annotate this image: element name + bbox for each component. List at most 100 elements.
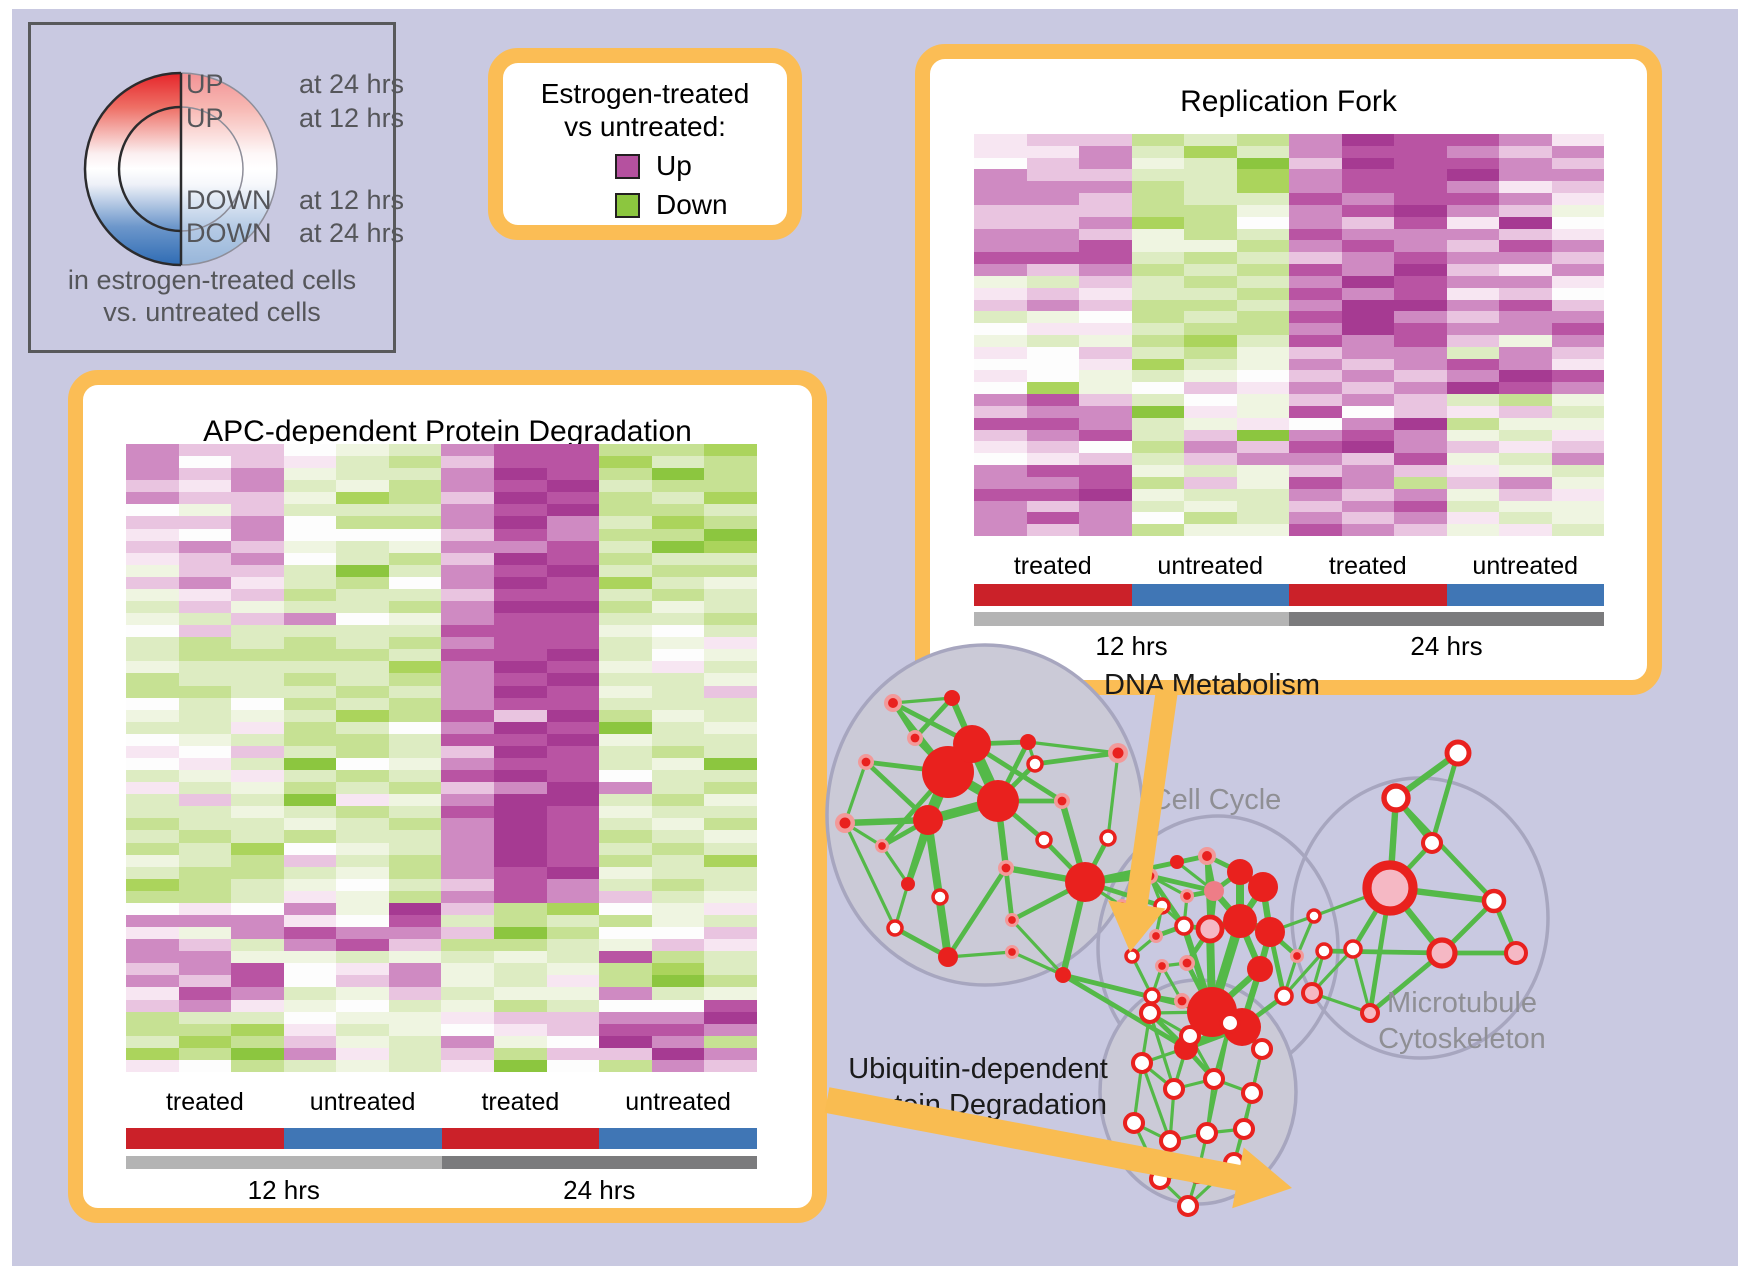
heatmap-cell xyxy=(1289,524,1342,536)
heatmap-cell xyxy=(441,854,495,867)
heatmap-cell xyxy=(704,902,757,915)
heatmap-cell xyxy=(1131,193,1184,205)
heatmap-cell xyxy=(546,794,600,807)
heatmap-cell xyxy=(441,806,495,819)
heatmap-cell xyxy=(336,915,389,928)
heatmap-cell xyxy=(651,902,705,915)
heatmap-cell xyxy=(126,758,179,771)
heatmap-cell xyxy=(546,1035,600,1048)
heatmap-cell xyxy=(651,890,705,903)
heatmap-cell xyxy=(1341,441,1394,454)
heatmap-cell xyxy=(1236,240,1289,253)
heatmap-cell xyxy=(494,588,547,601)
heatmap-cell xyxy=(441,999,495,1012)
heatmap-cell xyxy=(1184,145,1237,158)
heatmap-cell xyxy=(1551,204,1604,217)
heatmap-cell xyxy=(336,758,389,771)
heatmap-cell xyxy=(974,382,1027,395)
heatmap-cell xyxy=(231,444,284,457)
heatmap-cell xyxy=(283,673,337,686)
heatmap-cell xyxy=(974,252,1027,265)
heatmap-cell xyxy=(126,830,179,843)
heatmap-cell xyxy=(336,842,389,855)
heatmap-cell xyxy=(1079,228,1132,241)
heatmap-cell xyxy=(1079,334,1132,347)
heatmap-cell xyxy=(441,1059,495,1072)
heatmap-cell xyxy=(388,637,442,650)
heatmap-cell xyxy=(974,476,1027,489)
heatmap-cell xyxy=(651,842,705,855)
heatmap-cell xyxy=(1446,323,1499,335)
heatmap-cell xyxy=(1289,157,1342,170)
heatmap-cell xyxy=(231,613,284,626)
heatmap-cell xyxy=(231,733,284,746)
cluster-label: Cell Cycle xyxy=(1150,784,1282,816)
heatmap-cell xyxy=(1551,370,1604,383)
heatmap-cell xyxy=(546,516,600,529)
heatmap-cell xyxy=(1026,370,1079,383)
heatmap-cell xyxy=(651,975,705,988)
heatmap-cell xyxy=(178,794,232,807)
heatmap-cell xyxy=(336,673,389,686)
heatmap-cell xyxy=(1079,181,1132,194)
heatmap-cell xyxy=(546,709,600,722)
heatmap-cell xyxy=(546,468,600,481)
heatmap-cell xyxy=(1131,417,1184,430)
heatmap-cell xyxy=(1131,228,1184,241)
heatmap-cell xyxy=(1184,169,1237,182)
heatmap-cell xyxy=(974,193,1027,205)
heatmap-cell xyxy=(1131,169,1184,182)
heatmap-cell xyxy=(974,275,1027,288)
heatmap-cell xyxy=(283,1011,337,1024)
heatmap-cell xyxy=(126,963,179,976)
heatmap-cell xyxy=(1184,181,1237,194)
heatmap-cell xyxy=(126,468,179,481)
heatmap-cell xyxy=(546,890,600,903)
heatmap-cell xyxy=(599,842,652,855)
heatmap-cell xyxy=(388,552,442,565)
heatmap-cell xyxy=(178,444,232,457)
heatmap-cell xyxy=(1079,382,1132,395)
heatmap-cell xyxy=(704,830,757,843)
heatmap-cell xyxy=(231,794,284,807)
time-group-label: 12 hrs xyxy=(247,1175,320,1205)
heatmap-cell xyxy=(1026,193,1079,205)
heatmap-cell xyxy=(599,564,652,577)
heatmap-cell xyxy=(704,878,757,891)
heatmap-cell xyxy=(1079,512,1132,525)
heatmap-cell xyxy=(1289,287,1342,300)
heatmap-cell xyxy=(651,866,705,879)
heatmap-cell xyxy=(1551,334,1604,347)
heatmap-cell xyxy=(1131,488,1184,501)
heatmap-cell xyxy=(441,552,495,565)
heatmap-cell xyxy=(546,721,600,734)
heatmap-cell xyxy=(599,939,652,952)
heatmap-cell xyxy=(1394,275,1447,288)
updown-circle-legend-box: UP at 24 hrs UP at 12 hrs DOWN at 12 hrs… xyxy=(28,22,404,353)
heatmap-cell xyxy=(388,613,442,626)
heatmap-cell xyxy=(704,745,757,758)
heatmap-cell xyxy=(231,951,284,964)
heatmap-cell xyxy=(441,866,495,879)
heatmap-cell xyxy=(1394,405,1447,418)
heatmap-cell xyxy=(283,854,337,867)
estrogen-title-line1: Estrogen-treated xyxy=(540,78,750,109)
heatmap-cell xyxy=(126,576,179,589)
heatmap-cell xyxy=(1026,169,1079,182)
heatmap-cell xyxy=(178,878,232,891)
updown-row-dir: UP xyxy=(186,103,224,133)
heatmap-cell xyxy=(1394,299,1447,312)
heatmap-cell xyxy=(178,637,232,650)
heatmap-cell xyxy=(704,456,757,469)
heatmap-cell xyxy=(231,878,284,891)
updown-row-time: at 24 hrs xyxy=(299,69,405,99)
heatmap-cell xyxy=(388,504,442,517)
heatmap-cell xyxy=(651,673,705,686)
heatmap-cell xyxy=(1499,346,1552,359)
heatmap-cell xyxy=(1079,323,1132,335)
heatmap-cell xyxy=(231,721,284,734)
heatmap-cell xyxy=(494,564,547,577)
heatmap-cell xyxy=(974,524,1027,536)
heatmap-cell xyxy=(651,625,705,638)
heatmap-cell xyxy=(1551,346,1604,359)
